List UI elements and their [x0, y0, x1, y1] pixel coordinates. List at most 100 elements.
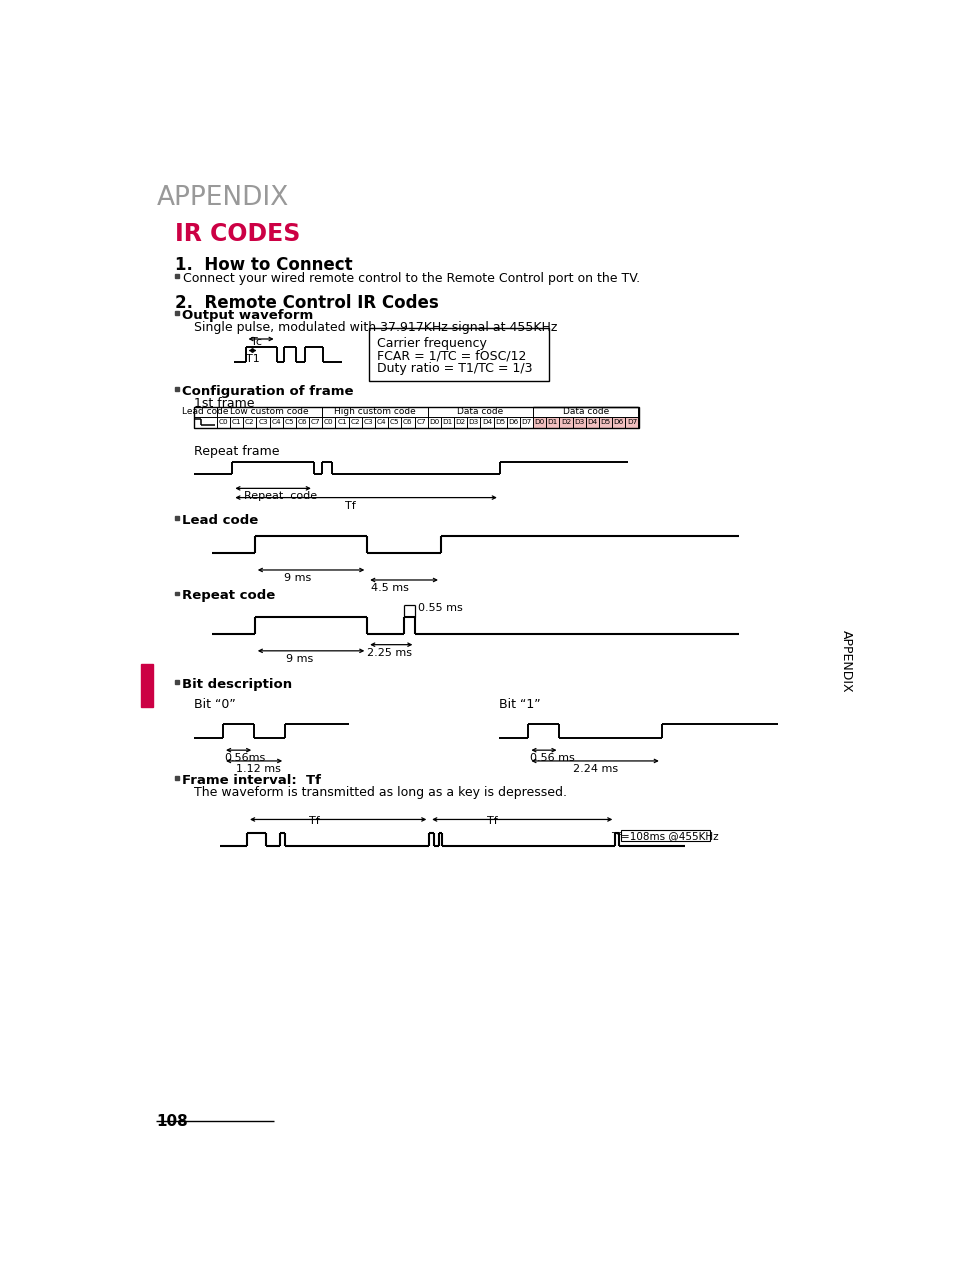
Bar [174, 681, 179, 684]
Text: D5: D5 [495, 420, 505, 425]
Text: 0.56ms: 0.56ms [224, 753, 266, 763]
Bar [585, 417, 598, 427]
Bar [309, 417, 322, 427]
Text: D6: D6 [508, 420, 517, 425]
Text: D2: D2 [455, 420, 465, 425]
Text: C1: C1 [337, 420, 347, 425]
Text: C1: C1 [232, 420, 241, 425]
Text: Tc: Tc [251, 337, 262, 347]
Text: Data code: Data code [562, 407, 608, 416]
Text: D0: D0 [429, 420, 439, 425]
Text: C0: C0 [218, 420, 228, 425]
Text: APPENDIX: APPENDIX [156, 184, 289, 211]
Bar [295, 417, 309, 427]
Text: Repeat  code: Repeat code [244, 491, 316, 501]
Bar [388, 417, 401, 427]
Bar [193, 407, 216, 417]
Bar [415, 417, 427, 427]
Text: 1.  How to Connect: 1. How to Connect [174, 256, 353, 273]
Text: Bit “0”: Bit “0” [193, 698, 235, 711]
Bar [519, 417, 533, 427]
Text: C4: C4 [376, 420, 386, 425]
Bar [375, 417, 388, 427]
Bar [427, 417, 440, 427]
Text: D7: D7 [626, 420, 637, 425]
Text: 1.12 ms: 1.12 ms [236, 764, 281, 775]
Text: Output waveform: Output waveform [182, 309, 313, 322]
Text: D0: D0 [534, 420, 544, 425]
Text: 0.56 ms: 0.56 ms [530, 753, 574, 763]
Bar [369, 328, 548, 380]
Bar [401, 417, 415, 427]
Text: D3: D3 [574, 420, 584, 425]
Text: C2: C2 [350, 420, 359, 425]
Text: C3: C3 [258, 420, 268, 425]
Bar [454, 417, 467, 427]
Text: Data code: Data code [456, 407, 503, 416]
Text: 1st frame: 1st frame [193, 397, 253, 410]
Bar [467, 417, 480, 427]
Text: Connect your wired remote control to the Remote Control port on the TV.: Connect your wired remote control to the… [183, 272, 639, 285]
Bar [624, 417, 638, 427]
Text: Bit description: Bit description [182, 678, 292, 691]
Bar [440, 417, 454, 427]
Text: D5: D5 [599, 420, 610, 425]
Bar [427, 407, 533, 417]
Text: FCAR = 1/TC = fOSC/12: FCAR = 1/TC = fOSC/12 [376, 350, 525, 363]
Bar [193, 407, 638, 427]
Bar [193, 417, 216, 427]
Text: 0.55 ms: 0.55 ms [417, 603, 462, 613]
Text: C7: C7 [311, 420, 320, 425]
Bar [572, 417, 585, 427]
Text: 2.25 ms: 2.25 ms [367, 647, 412, 658]
Text: High custom code: High custom code [334, 407, 416, 416]
Text: T1: T1 [245, 354, 259, 364]
Bar [282, 417, 295, 427]
Bar [322, 407, 427, 417]
Bar [243, 417, 256, 427]
Text: Tf: Tf [487, 817, 497, 827]
Bar [533, 417, 546, 427]
Bar [348, 417, 361, 427]
Text: D3: D3 [468, 420, 478, 425]
Bar [230, 417, 243, 427]
Text: Repeat frame: Repeat frame [193, 445, 279, 458]
Bar [141, 664, 153, 707]
Text: D1: D1 [547, 420, 558, 425]
Text: Tf: Tf [344, 501, 355, 510]
Bar [620, 831, 709, 841]
Text: 9 ms: 9 ms [286, 654, 313, 664]
Text: 108: 108 [156, 1113, 188, 1128]
Text: Carrier frequency: Carrier frequency [376, 337, 486, 351]
Bar [322, 417, 335, 427]
Text: Low custom code: Low custom code [230, 407, 309, 416]
Text: Repeat code: Repeat code [182, 589, 275, 602]
Text: Lead code: Lead code [182, 407, 229, 416]
Bar [493, 417, 506, 427]
Text: 2.24 ms: 2.24 ms [572, 764, 618, 775]
Text: Tf: Tf [309, 817, 319, 827]
Text: C2: C2 [245, 420, 254, 425]
Text: C5: C5 [390, 420, 399, 425]
Text: APPENDIX: APPENDIX [839, 630, 852, 692]
Text: D6: D6 [613, 420, 623, 425]
Text: C6: C6 [297, 420, 307, 425]
Text: 9 ms: 9 ms [283, 574, 311, 583]
Text: Tf=108ms @455KHz: Tf=108ms @455KHz [611, 831, 719, 841]
Bar [174, 275, 179, 279]
Text: The waveform is transmitted as long as a key is depressed.: The waveform is transmitted as long as a… [193, 786, 566, 799]
Bar [216, 417, 230, 427]
Text: C5: C5 [284, 420, 294, 425]
Text: D1: D1 [442, 420, 452, 425]
Bar [558, 417, 572, 427]
Text: C0: C0 [324, 420, 334, 425]
Text: D7: D7 [521, 420, 531, 425]
Bar [270, 417, 282, 427]
Bar [174, 591, 179, 595]
Bar [533, 407, 638, 417]
Bar [506, 417, 519, 427]
Text: D4: D4 [481, 420, 492, 425]
Bar [174, 776, 179, 780]
Text: C4: C4 [271, 420, 281, 425]
Text: 4.5 ms: 4.5 ms [371, 583, 409, 593]
